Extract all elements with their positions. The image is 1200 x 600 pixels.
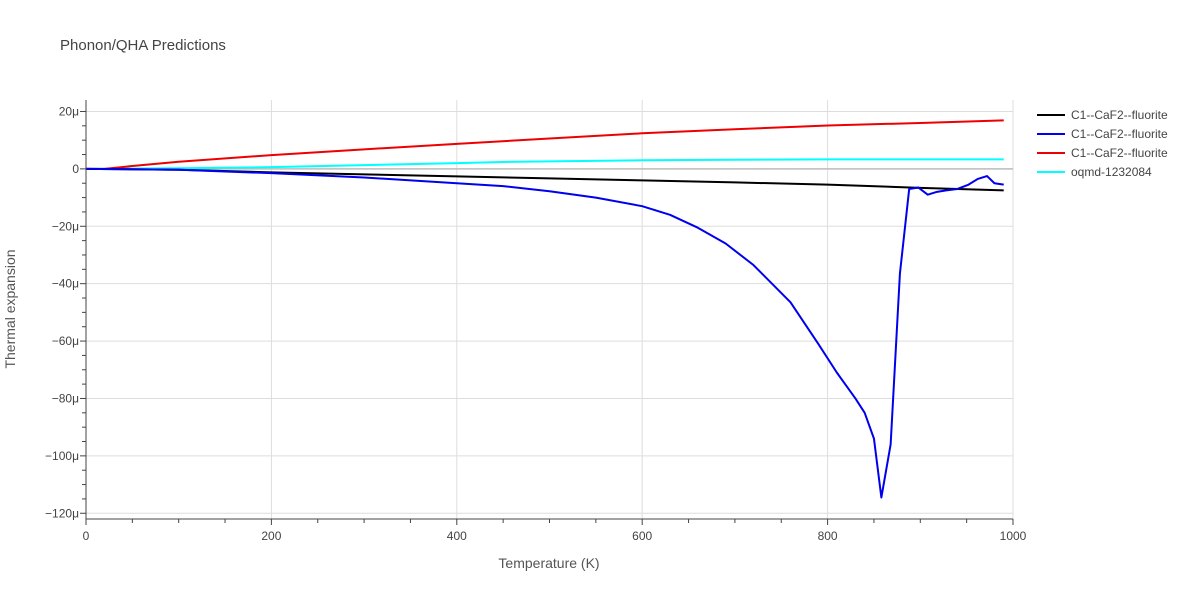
y-tick-label: 20μ (59, 104, 79, 118)
series-lines (85, 119, 1004, 499)
y-tick-label: −120μ (45, 506, 79, 520)
y-tick-labels: 20μ 0 −20μ −40μ −60μ −80μ −100μ −120μ (45, 104, 79, 520)
x-tick-label: 1000 (1000, 529, 1027, 543)
chart-title: Phonon/QHA Predictions (60, 37, 226, 54)
series-line-1[interactable] (85, 167, 1004, 499)
legend-item[interactable]: C1--CaF2--fluorite (1037, 127, 1168, 141)
legend-item[interactable]: C1--CaF2--fluorite (1037, 146, 1168, 160)
series-line-2[interactable] (86, 119, 1004, 170)
legend-item[interactable]: C1--CaF2--fluorite (1037, 108, 1168, 122)
y-tick-label: −20μ (52, 219, 79, 233)
axes (80, 100, 1014, 525)
x-tick-labels: 0 200 400 600 800 1000 (83, 529, 1027, 543)
x-tick-label: 200 (261, 529, 281, 543)
x-tick-label: 400 (447, 529, 467, 543)
legend-label: C1--CaF2--fluorite (1071, 146, 1168, 160)
grid-lines (86, 100, 1014, 519)
y-axis-label: Thermal expansion (2, 249, 18, 368)
x-tick-label: 0 (83, 529, 90, 543)
x-axis-label: Temperature (K) (498, 555, 599, 571)
x-tick-label: 600 (632, 529, 652, 543)
legend-label: C1--CaF2--fluorite (1071, 127, 1168, 141)
legend[interactable]: C1--CaF2--fluorite C1--CaF2--fluorite C1--… (1037, 108, 1168, 179)
y-tick-label: −80μ (52, 391, 79, 405)
x-tick-label: 800 (818, 529, 838, 543)
y-tick-label: −100μ (45, 449, 79, 463)
legend-label: C1--CaF2--fluorite (1071, 108, 1168, 122)
legend-label: oqmd-1232084 (1071, 165, 1152, 179)
legend-item[interactable]: oqmd-1232084 (1037, 165, 1152, 179)
y-tick-label: −40μ (52, 277, 79, 291)
y-tick-label: −60μ (52, 334, 79, 348)
y-tick-label: 0 (72, 162, 79, 176)
series-line-3[interactable] (85, 158, 1004, 170)
